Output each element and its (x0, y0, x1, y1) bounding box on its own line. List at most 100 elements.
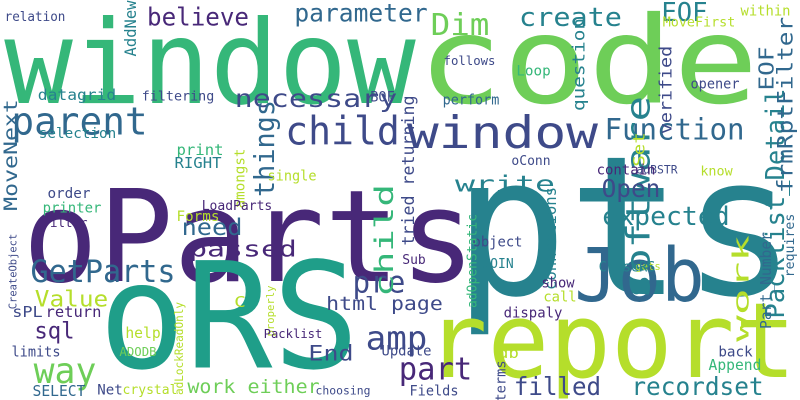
word-verified: verified (656, 46, 676, 134)
word-getparts: GetParts (31, 255, 176, 290)
word-child: child (370, 184, 400, 297)
word-crystal: crystal (123, 383, 178, 398)
word-parent: parent (11, 100, 147, 145)
word-oparts: oParts (23, 163, 476, 312)
word-packlist: Packlist (264, 326, 323, 341)
word-perform: perform (443, 93, 500, 109)
word-window: window (407, 108, 599, 159)
word-write: write (455, 172, 555, 198)
word-requires: requires (782, 214, 798, 278)
word-need: need (182, 213, 243, 241)
word-set: Set (630, 132, 649, 166)
word-follows: follows (444, 53, 496, 68)
word-addnew: AddNew (121, 0, 140, 56)
word-adbstr: adBSTR (636, 163, 677, 177)
word-print: print (177, 142, 224, 159)
word-call: call (543, 290, 576, 306)
word-select: SELECT (33, 383, 86, 400)
word-eof: EOF (661, 0, 707, 28)
word-right: RIGHT (175, 155, 222, 172)
word-adopenstatic: adOpenStatic (466, 214, 481, 308)
word-report: report (426, 280, 796, 400)
word-bof: BOF (370, 90, 395, 106)
word-limits: limits (12, 345, 61, 361)
word-necessary: necessary (235, 84, 398, 113)
word-work: work (729, 234, 755, 342)
word-software: software (619, 96, 658, 299)
word-update: Update (382, 344, 432, 360)
word-filtering: filtering (142, 89, 215, 105)
word-filter: filter (42, 215, 87, 230)
word-connections: connections (541, 187, 560, 290)
word-things: things (250, 100, 281, 197)
word-back: back (718, 345, 753, 361)
word-join: JOIN (482, 257, 513, 272)
word-spl: sPL (12, 304, 43, 321)
word-choosing: choosing (316, 384, 371, 398)
word-oconn: oConn (511, 154, 550, 169)
word-loop: Loop (516, 64, 550, 80)
word-create: create (519, 3, 622, 33)
word-gets: gets (635, 260, 661, 273)
word-order: order (47, 185, 90, 202)
word-within: within (741, 4, 791, 20)
word-know: know (700, 164, 733, 180)
word-frmrptfilter: frmRptFilter (774, 17, 799, 193)
word-passed: passed (189, 237, 297, 263)
word-open: Open (602, 174, 661, 203)
word-pre: pre (353, 266, 406, 301)
word-adlockreadonly: adLockReadOnly (173, 302, 186, 395)
word-return: return (46, 304, 102, 321)
word-movenext: MoveNext (1, 99, 22, 211)
word-show: show (541, 276, 575, 292)
word-packlist-detail: Packlist_Detail (761, 88, 791, 318)
word-code: code (418, 0, 759, 132)
word-help: help (125, 325, 160, 342)
word-question: question (569, 18, 589, 111)
word-parameter: parameter (294, 0, 427, 28)
word-selection: selection (39, 125, 116, 142)
word-believe: believe (147, 3, 249, 32)
word-append: Append (709, 357, 762, 374)
word-contain: contain (597, 163, 656, 179)
word-relation: relation (5, 10, 66, 25)
word-value: Value (35, 287, 109, 313)
word-sql: sql (34, 319, 74, 345)
word-filled: filled (514, 372, 601, 400)
word-createobject: CreateObject (7, 234, 20, 310)
word-work-either: work either (187, 377, 319, 398)
word-dim: Dim (431, 8, 490, 43)
word-end: End (308, 342, 353, 367)
word-datagrid: datagrid (38, 87, 116, 104)
word-recordset: recordset (631, 372, 763, 400)
word-adodb: ADODB (119, 344, 156, 359)
word-tried-returning: tried returning (398, 96, 418, 246)
word-job: Job (574, 234, 704, 319)
word-dispaly: dispaly (504, 306, 563, 322)
word-way: way (34, 351, 97, 392)
word-single: single (268, 169, 317, 185)
word-properly: properly (264, 285, 277, 336)
word-loadparts: LoadParts (202, 199, 273, 214)
word-opener: opener (691, 77, 740, 93)
word-sub: Sub (402, 253, 426, 268)
word-printer: printer (43, 201, 102, 217)
word-net: Net (97, 383, 123, 399)
word-terms: terms (494, 360, 510, 400)
word-closers: CloseRS (599, 260, 656, 276)
word-fields: Fields (410, 384, 459, 400)
word-part-number: Part_Number (757, 232, 775, 329)
word-c: C (234, 294, 246, 311)
word-child: child (285, 110, 400, 155)
word-window: window (4, 0, 417, 131)
word-amongst: amongst (233, 149, 249, 209)
word-expected: expected (602, 202, 729, 232)
word-object: object (473, 235, 523, 251)
word-part: part (399, 352, 473, 388)
word-function: Function (604, 113, 744, 148)
word-eof: EOF (755, 46, 779, 90)
word-movefirst: MoveFirst (663, 15, 736, 31)
word-pts: pts (454, 114, 797, 340)
